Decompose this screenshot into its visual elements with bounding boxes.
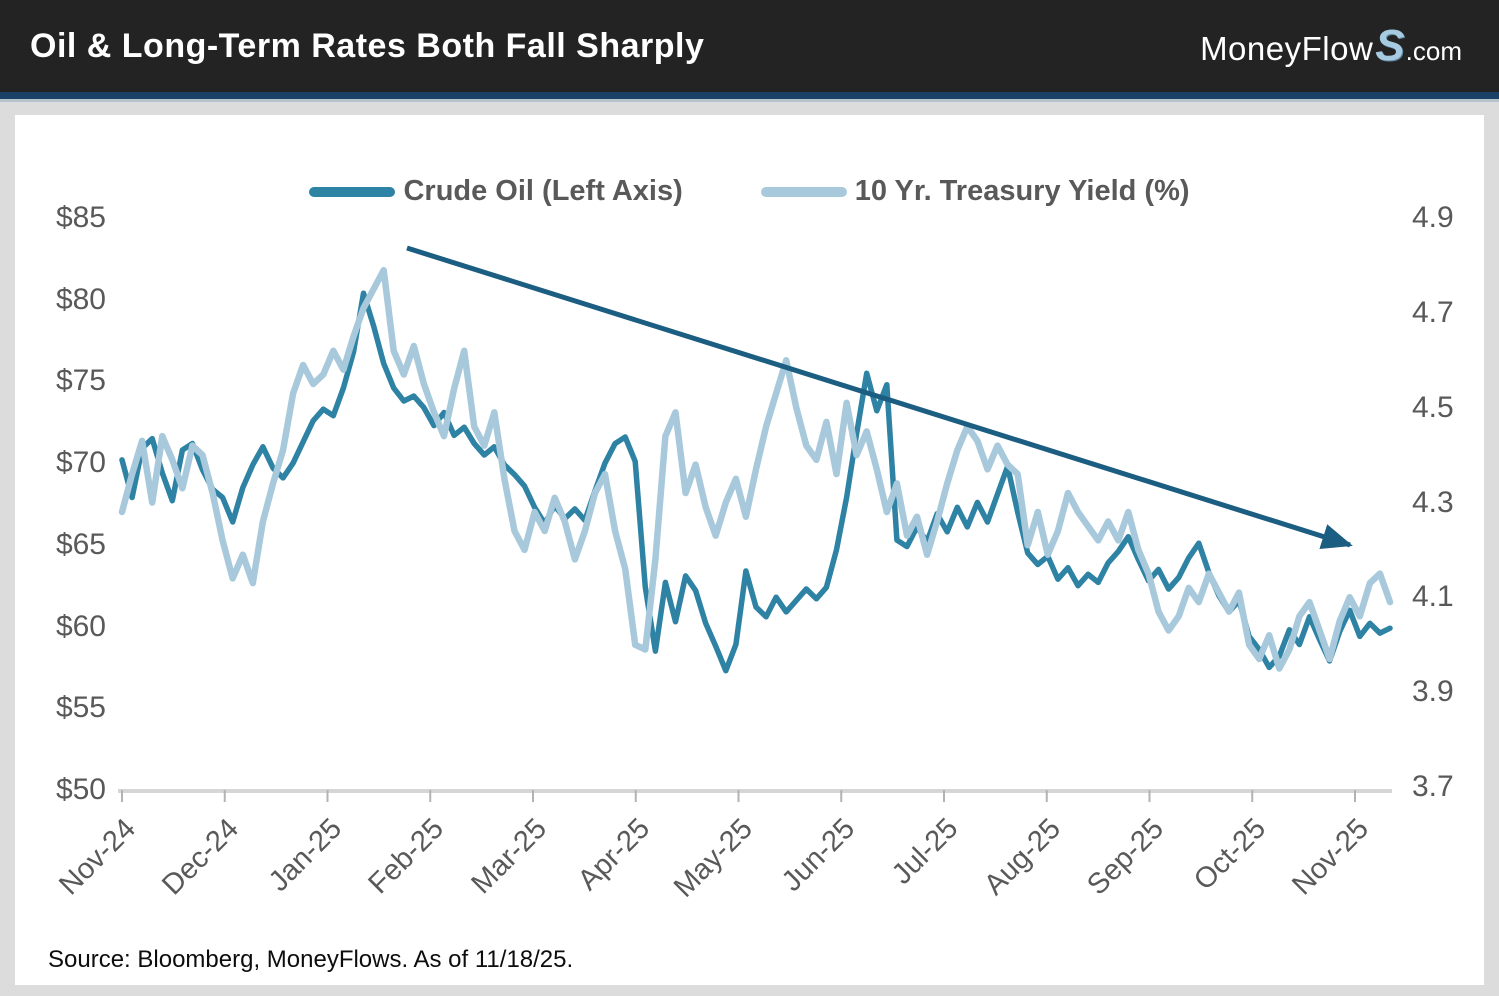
crude-oil-line-swatch xyxy=(309,186,396,197)
left-axis-tick-label: $75 xyxy=(55,364,106,398)
logo-text: MoneyFlow xyxy=(1200,30,1374,67)
left-axis-tick-label: $60 xyxy=(55,609,106,643)
page-title: Oil & Long-Term Rates Both Fall Sharply xyxy=(30,26,705,65)
right-axis-tick-label: 3.9 xyxy=(1412,675,1454,709)
legend-label-treasury-yield: 10 Yr. Treasury Yield (%) xyxy=(854,175,1190,207)
header-bar: Oil & Long-Term Rates Both Fall Sharply … xyxy=(0,0,1499,92)
chart-legend: Crude Oil (Left Axis) 10 Yr. Treasury Yi… xyxy=(15,175,1484,208)
legend-item-crude-oil: Crude Oil (Left Axis) xyxy=(309,175,683,208)
right-axis-tick-label: 4.1 xyxy=(1412,580,1454,614)
left-axis-tick-label: $80 xyxy=(55,282,106,316)
treasury-yield-line-swatch xyxy=(760,186,847,197)
left-axis-tick-label: $85 xyxy=(55,201,106,234)
right-axis-tick-label: 4.7 xyxy=(1412,295,1454,329)
left-axis-tick-label: $50 xyxy=(55,773,106,806)
logo-suffix: .com xyxy=(1405,36,1462,66)
header-accent-stripe xyxy=(0,92,1499,99)
logo-swoosh-icon: S xyxy=(1375,21,1405,70)
header-accent-stripe-light xyxy=(0,99,1499,102)
chart-card xyxy=(15,115,1484,985)
legend-item-treasury-yield: 10 Yr. Treasury Yield (%) xyxy=(760,175,1190,208)
right-axis-tick-label: 3.7 xyxy=(1412,770,1454,803)
right-axis-tick-label: 4.3 xyxy=(1412,485,1454,519)
left-axis-tick-label: $70 xyxy=(55,446,106,480)
legend-label-crude-oil: Crude Oil (Left Axis) xyxy=(403,175,683,207)
right-axis-tick-label: 4.5 xyxy=(1412,390,1454,424)
left-axis-tick-label: $65 xyxy=(55,527,106,561)
moneyflows-logo: MoneyFlow S .com xyxy=(1200,24,1462,68)
source-note: Source: Bloomberg, MoneyFlows. As of 11/… xyxy=(48,946,574,973)
right-axis-tick-label: 4.9 xyxy=(1412,201,1454,234)
left-axis-tick-label: $55 xyxy=(55,691,106,725)
